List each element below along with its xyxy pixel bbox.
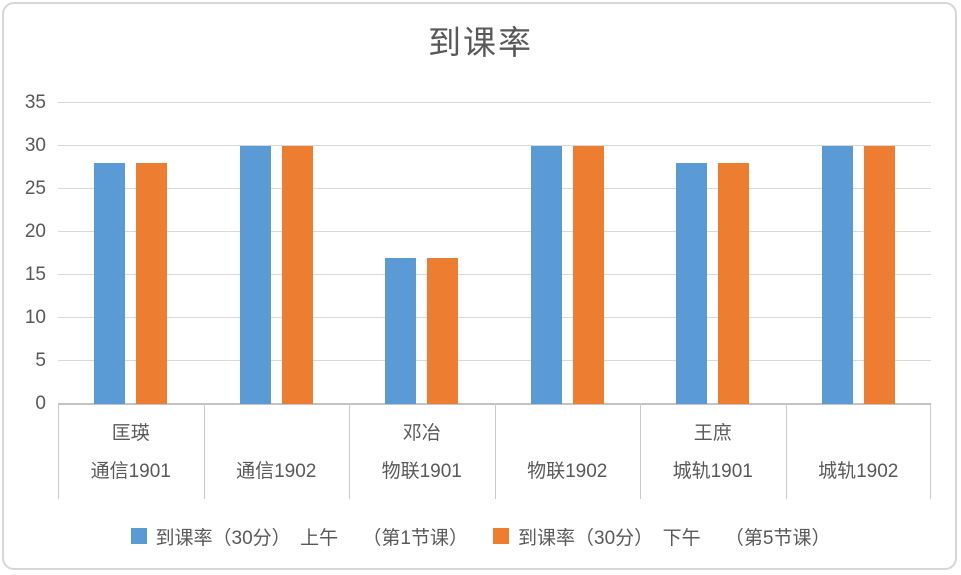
gridline-30 [58,145,931,146]
y-axis-label-20: 20 [24,221,46,242]
chart-title: 到课率 [428,24,533,61]
group-label-5: 王庶 [693,423,732,444]
group-label-3: 邓冶 [402,423,441,444]
category-label-3: 物联1901 [381,461,462,482]
category-divider-6 [930,404,931,499]
bar-series1-cat5 [676,163,708,404]
bar-series2-cat6 [863,146,895,404]
legend-item-series1: 到课率（30分） 上午 （第1节课） [130,523,468,550]
legend-swatch-series1 [130,528,147,544]
bar-series2-cat2 [281,146,313,404]
category-divider-2 [349,404,350,499]
y-axis-label-25: 25 [24,178,46,199]
category-divider-3 [494,404,496,499]
y-axis-label-35: 35 [24,92,46,113]
bar-series2-cat5 [718,163,750,404]
bar-series2-cat3 [427,257,459,404]
y-axis-label-10: 10 [24,307,46,328]
legend: 到课率（30分） 上午 （第1节课） 到课率（30分） 下午 （第5节课） [0,520,961,552]
bar-series1-cat2 [239,146,271,404]
gridline-35 [58,102,931,103]
category-label-6: 城轨1902 [818,461,899,482]
gridline-25 [58,188,931,189]
legend-label-series1: 到课率（30分） 上午 （第1节课） [155,527,468,549]
category-label-4: 物联1902 [527,461,608,482]
bar-series2-cat4 [572,146,604,404]
category-divider-5 [785,404,787,499]
y-axis-label-30: 30 [24,135,46,156]
category-divider-4 [640,404,641,499]
y-axis-label-0: 0 [35,393,46,414]
gridline-15 [58,274,931,275]
bar-series1-cat6 [821,146,853,404]
bar-series2-cat1 [136,163,168,404]
group-label-1: 匡瑛 [111,423,150,444]
y-axis-label-5: 5 [35,350,46,371]
gridline-10 [58,317,931,318]
category-label-1: 通信1901 [90,461,171,482]
bar-series1-cat4 [530,146,562,404]
category-divider-0 [58,404,59,499]
category-label-2: 通信1902 [236,461,317,482]
bar-series1-cat1 [94,163,126,404]
gridline-5 [58,360,931,361]
legend-item-series2: 到课率（30分） 下午 （第5节课） [493,523,830,550]
category-label-5: 城轨1901 [672,461,753,482]
gridline-20 [58,231,931,232]
y-axis-label-15: 15 [24,264,46,285]
bar-series1-cat3 [385,257,417,404]
legend-swatch-series2 [493,528,509,544]
legend-label-series2: 到课率（30分） 下午 （第5节课） [518,527,831,549]
category-divider-1 [203,404,205,499]
